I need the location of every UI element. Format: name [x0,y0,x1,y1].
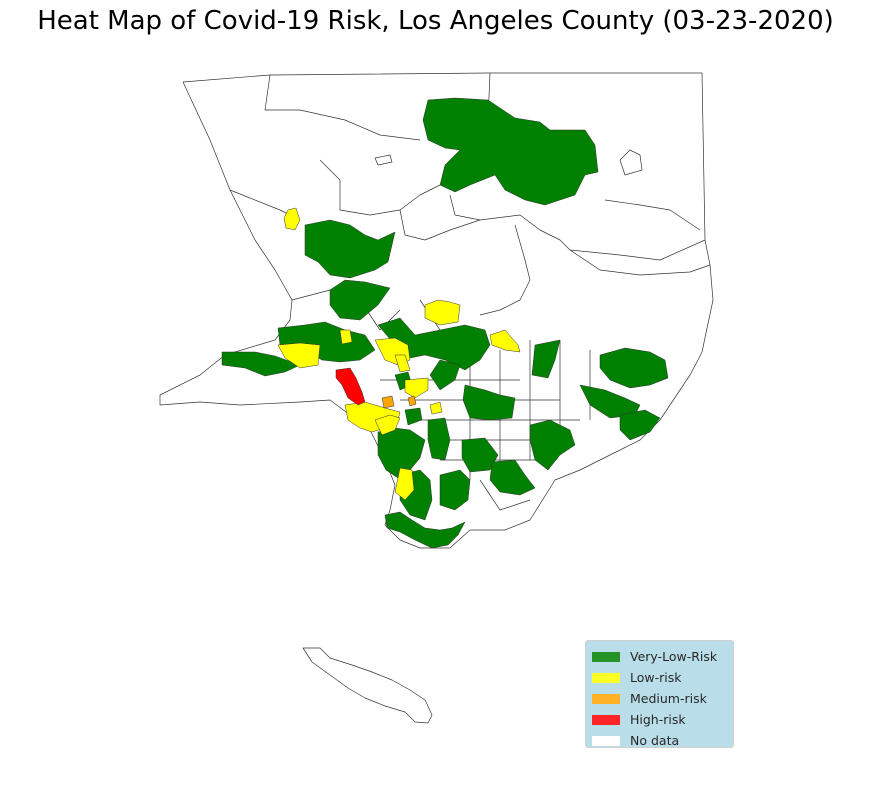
region-medium-2 [407,395,417,407]
region-low-3 [489,329,521,353]
region-medium-1 [381,395,395,409]
legend-item-no-data: No data [592,730,727,751]
region-central-5 [404,407,423,426]
legend-label: Very-Low-Risk [630,649,718,664]
region-east-3 [579,384,641,419]
region-mid-1 [329,279,391,321]
map-legend: Very-Low-Risk Low-risk Medium-risk High-… [585,640,734,748]
legend-item-very-low: Very-Low-Risk [592,646,727,667]
region-low-2 [424,299,461,326]
region-south-4 [461,437,499,473]
region-central-3 [427,417,451,461]
legend-label: Low-risk [630,670,682,685]
region-west [221,351,301,377]
region-north-1 [422,97,599,206]
region-high-1 [335,367,366,406]
region-south-5 [489,459,536,496]
legend-swatch-very-low [592,651,620,662]
map-title: Heat Map of Covid-19 Risk, Los Angeles C… [37,6,834,36]
legend-swatch-low [592,672,620,683]
region-low-10 [394,467,415,501]
catalina-island [302,647,433,724]
region-central-1 [429,359,461,391]
legend-label: No data [630,733,680,748]
region-low-1 [283,207,301,231]
region-east-1 [531,339,561,379]
region-low-7 [404,377,429,399]
legend-swatch-medium [592,693,620,704]
region-south-1 [377,427,426,479]
region-low-11 [429,401,443,415]
legend-swatch-no-data [592,735,620,746]
region-east-4 [619,409,661,441]
legend-label: Medium-risk [630,691,707,706]
region-low-9 [374,414,401,436]
region-mid-3 [377,317,491,371]
legend-swatch-high [592,714,620,725]
region-southeast-1 [529,419,576,471]
legend-item-high: High-risk [592,709,727,730]
region-low-12 [339,329,353,345]
region-south-3 [439,469,471,511]
region-central-2 [462,384,516,421]
legend-item-medium: Medium-risk [592,688,727,709]
region-low-6 [394,354,411,373]
region-north-2 [304,219,396,279]
region-east-2 [599,347,669,389]
region-palos-verdes [384,511,466,549]
legend-item-low: Low-risk [592,667,727,688]
region-low-4 [277,342,321,369]
legend-label: High-risk [630,712,686,727]
